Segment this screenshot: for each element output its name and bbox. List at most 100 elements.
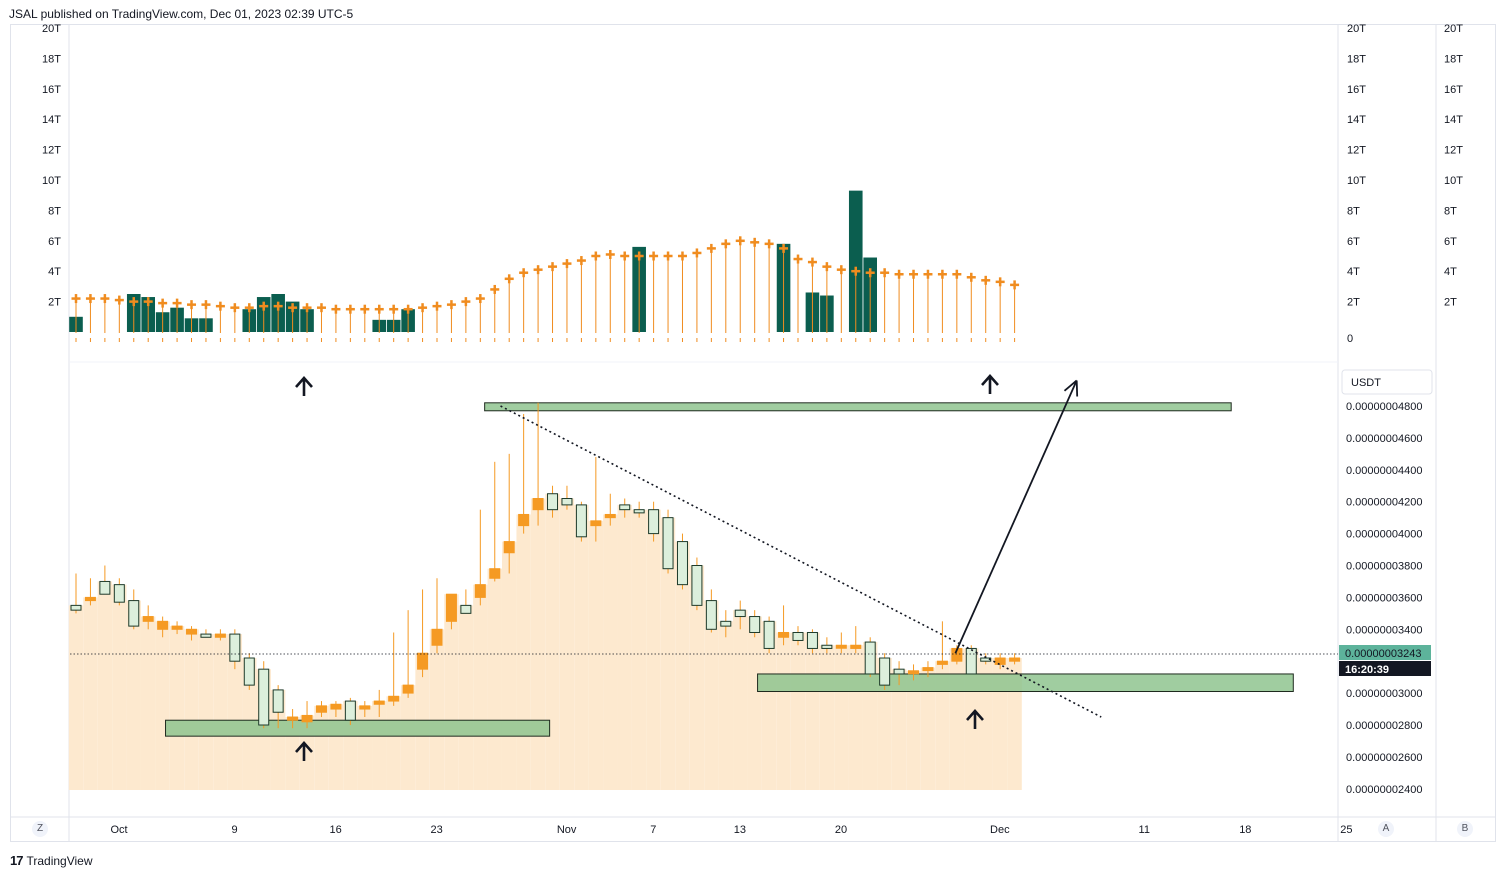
scale-toggle-z[interactable]: Z	[32, 821, 48, 837]
volume-axis-tick: 0	[1347, 333, 1353, 345]
current-price-tag	[1339, 645, 1431, 660]
price-axis-tick: 0.00000002800	[1346, 720, 1422, 732]
candle-body-up	[445, 593, 457, 622]
support-zone-left	[165, 719, 551, 737]
candle-body-down	[965, 647, 977, 675]
price-area-column	[891, 669, 907, 790]
price-area-column	[458, 605, 474, 790]
volume-axis-tick-right: 10T	[1444, 175, 1463, 187]
up-arrow-icon	[966, 709, 984, 729]
candle-body-down	[864, 641, 876, 675]
volume-axis-tick-right: 18T	[1444, 53, 1463, 65]
price-area-column	[184, 629, 199, 790]
price-area-column	[761, 621, 777, 790]
candle-body-down	[792, 631, 804, 641]
price-area-column	[790, 632, 806, 790]
scale-button-b[interactable]: B	[1457, 821, 1473, 837]
candle-body-down	[200, 633, 212, 638]
candle-body-down	[272, 689, 284, 713]
price-area-column	[530, 498, 546, 790]
price-area-column	[935, 661, 950, 790]
volume-axis-tick: 10T	[1347, 175, 1366, 187]
candle-body-up	[315, 705, 327, 713]
countdown-tag	[1339, 661, 1431, 676]
candle-body-up	[373, 700, 385, 705]
candle-body-down	[243, 657, 255, 686]
candle-body-up	[84, 596, 96, 602]
volume-axis-tick-left: 4T	[48, 266, 61, 278]
price-area-column	[631, 509, 647, 790]
volume-axis-tick-left: 2T	[48, 297, 61, 309]
candle-body-down	[806, 631, 818, 649]
support-zone-right	[757, 673, 1294, 693]
volume-axis-tick: 6T	[1347, 236, 1360, 248]
target-arrow-head	[1075, 380, 1079, 397]
volume-axis-tick: 18T	[1347, 53, 1366, 65]
price-area-column	[646, 509, 661, 790]
volume-axis-tick-left: 20T	[42, 23, 61, 35]
price-axis: 0.00000004800 0.00000004600 0.00000004400 0…	[1346, 401, 1422, 796]
candle-body-down	[763, 620, 775, 649]
candle-body-up	[359, 705, 371, 710]
candle-body-up	[214, 633, 226, 638]
price-area-column	[444, 594, 459, 790]
price-axis-tick: 0.00000004600	[1346, 433, 1422, 445]
price-area-column	[400, 685, 416, 790]
target-arrow-line	[954, 380, 1078, 654]
candle-body-down	[258, 668, 270, 726]
price-area-column	[689, 565, 705, 790]
candle-body-up	[994, 657, 1006, 665]
volume-axis-tick-right: 2T	[1444, 297, 1457, 309]
time-axis-tick: Nov	[557, 824, 577, 836]
candle-body-up	[532, 498, 544, 511]
price-area-column	[660, 517, 676, 790]
price-axis-tick: 0.00000002600	[1346, 752, 1422, 764]
price-area-column	[617, 504, 632, 790]
price-area-column	[112, 584, 127, 790]
volume-axis-tick-right: 12T	[1444, 145, 1463, 157]
candles	[70, 402, 1021, 729]
candle-body-up	[835, 644, 847, 649]
tradingview-logo-icon: 17	[10, 853, 24, 868]
price-area-column	[559, 498, 575, 790]
volume-axis-tick-right: 14T	[1444, 114, 1463, 126]
candle-body-down	[893, 668, 905, 675]
price-area-column	[357, 705, 372, 790]
candle-body-down	[460, 604, 472, 614]
price-area-column	[429, 629, 445, 790]
price-axis-tick: 0.00000004200	[1346, 497, 1422, 509]
price-area-column	[819, 645, 835, 790]
tradingview-brand[interactable]: 17 TradingView	[10, 853, 93, 868]
volume-axis-tick-left: 8T	[48, 205, 61, 217]
currency-box[interactable]	[1341, 369, 1433, 395]
price-area-column	[126, 600, 141, 790]
candle-body-up	[474, 584, 486, 598]
candle-body-up	[489, 568, 501, 579]
auto-scale-button[interactable]: A	[1378, 821, 1394, 837]
price-area-column	[227, 634, 243, 790]
volume-axis-tick-right: 8T	[1444, 205, 1457, 217]
price-area-column	[574, 504, 589, 790]
candle-body-up	[402, 684, 414, 694]
price-area-column	[213, 634, 228, 790]
price-axis-tick: 0.00000003600	[1346, 592, 1422, 604]
price-area-column	[97, 581, 113, 790]
candle-body-down	[662, 517, 674, 570]
volume-axis-tick: 16T	[1347, 84, 1366, 96]
candle-body-down	[879, 657, 891, 686]
price-area-column	[328, 704, 344, 790]
candle-body-up	[590, 520, 602, 527]
volume-axis-tick-left: 12T	[42, 145, 61, 157]
volume-axis-tick: 2T	[1347, 297, 1360, 309]
price-axis-tick: 0.00000004800	[1346, 401, 1422, 413]
price-area-column	[834, 645, 849, 790]
volume-axis-tick-left: 6T	[48, 236, 61, 248]
candle-body-up	[186, 628, 198, 635]
candle-body-up	[287, 716, 299, 721]
price-area-column	[314, 705, 329, 790]
time-axis-tick: 11	[1139, 824, 1150, 836]
price-area-column	[603, 514, 618, 790]
price-area-column	[141, 616, 156, 790]
price-axis-tick: 0.00000004000	[1346, 529, 1422, 541]
